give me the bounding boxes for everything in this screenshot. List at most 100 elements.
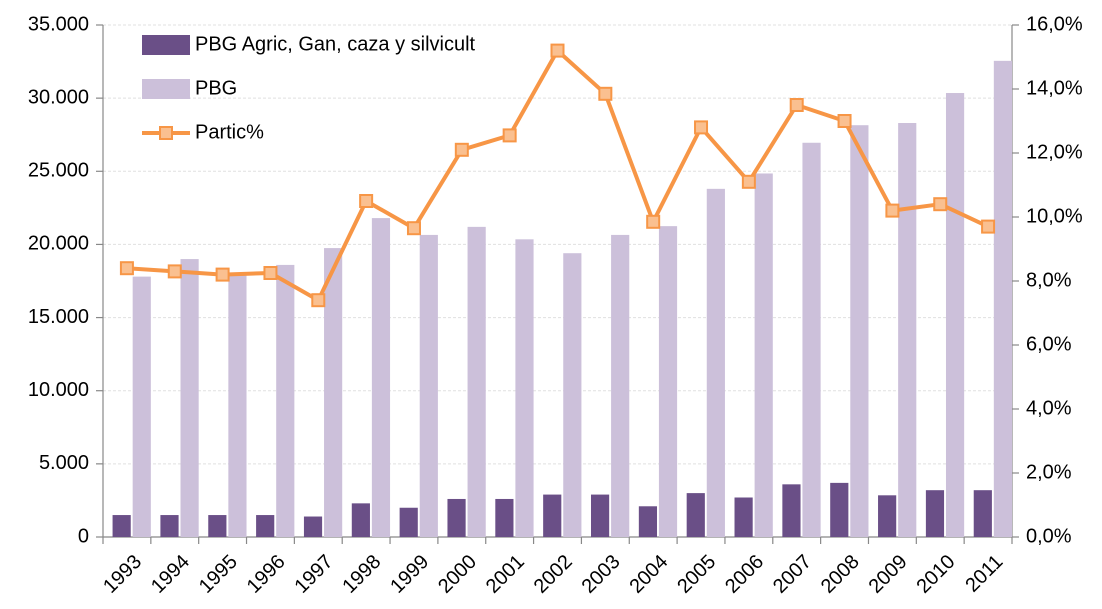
y2-tick-label: 10,0%	[1026, 205, 1083, 227]
bar	[208, 515, 227, 537]
marker	[215, 267, 230, 282]
y-tick-label: 25.000	[28, 160, 89, 182]
bar	[447, 498, 466, 537]
y-tick-label: 0	[78, 525, 89, 547]
marker	[646, 214, 661, 229]
marker	[167, 264, 182, 279]
marker	[406, 221, 421, 236]
x-tick-label: 2007	[769, 551, 816, 598]
marker	[502, 128, 517, 143]
bar	[993, 60, 1012, 538]
legend-label: PBG	[195, 77, 237, 99]
bar	[686, 493, 705, 537]
x-tick-label: 1993	[99, 551, 146, 598]
legend-swatch	[142, 35, 190, 55]
bar	[543, 494, 562, 537]
y2-tick-label: 0,0%	[1026, 525, 1072, 547]
bar	[706, 188, 725, 537]
x-tick-label: 2001	[482, 551, 529, 598]
marker	[885, 203, 900, 218]
bar	[611, 234, 630, 538]
bar	[371, 218, 391, 537]
x-tick-label: 2004	[625, 551, 672, 598]
marker	[359, 194, 374, 208]
marker	[741, 174, 756, 189]
bar	[495, 498, 514, 537]
x-tick-label: 1995	[195, 551, 242, 598]
x-tick-label: 2010	[912, 551, 959, 598]
marker	[837, 114, 852, 128]
marker	[119, 261, 134, 276]
bar	[734, 497, 753, 537]
x-tick-label: 2011	[961, 551, 1007, 597]
y2-tick-label: 16,0%	[1026, 13, 1083, 35]
bar	[515, 239, 534, 537]
bar	[638, 506, 658, 537]
bar	[132, 276, 151, 537]
bar	[802, 142, 821, 537]
bar	[850, 125, 869, 537]
bar	[419, 234, 438, 538]
x-tick-label: 1994	[147, 551, 194, 598]
y2-tick-label: 4,0%	[1026, 397, 1072, 419]
bar	[830, 482, 849, 537]
y2-tick-label: 14,0%	[1026, 77, 1083, 99]
marker	[694, 120, 709, 135]
legend-marker	[159, 126, 173, 140]
bar	[180, 259, 199, 537]
legend-label: Partic%	[195, 121, 264, 143]
y-tick-label: 15.000	[28, 306, 89, 328]
bar	[228, 273, 247, 537]
x-tick-label: 2002	[530, 551, 577, 598]
marker	[550, 43, 565, 58]
y-tick-label: 5.000	[39, 452, 89, 474]
bar	[754, 173, 773, 538]
x-tick-label: 2005	[673, 551, 720, 598]
y2-tick-label: 2,0%	[1026, 461, 1072, 483]
x-tick-label: 2008	[817, 551, 864, 598]
bar	[898, 123, 917, 538]
bar	[256, 515, 275, 537]
bar	[878, 495, 897, 537]
legend-swatch	[142, 79, 190, 99]
x-tick-label: 2000	[434, 551, 481, 598]
y-tick-label: 10.000	[28, 379, 89, 401]
bar	[925, 490, 945, 537]
y2-tick-label: 6,0%	[1026, 333, 1072, 355]
x-tick-label: 1998	[338, 551, 385, 598]
bar	[782, 484, 801, 537]
x-tick-label: 1996	[243, 551, 290, 598]
marker	[263, 266, 278, 280]
bar	[563, 253, 582, 537]
bar	[112, 515, 131, 537]
x-tick-label: 2009	[865, 551, 912, 598]
bar	[945, 93, 965, 537]
legend-label: PBG Agric, Gan, caza y silvicult	[195, 33, 476, 55]
marker	[933, 197, 948, 212]
x-tick-label: 2006	[721, 551, 768, 598]
marker	[311, 293, 326, 308]
y2-tick-label: 12,0%	[1026, 141, 1083, 163]
x-tick-label: 2003	[578, 551, 625, 598]
bar	[160, 515, 179, 537]
bar	[467, 226, 486, 538]
bar	[351, 503, 370, 537]
bar	[399, 507, 418, 537]
bar	[658, 226, 678, 537]
y2-tick-label: 8,0%	[1026, 269, 1072, 291]
bar	[276, 264, 295, 537]
y-tick-label: 35.000	[28, 13, 89, 35]
x-tick-label: 1999	[386, 551, 433, 598]
bar	[303, 516, 323, 537]
bar	[590, 494, 610, 537]
bar	[324, 248, 343, 538]
marker	[454, 142, 469, 157]
marker	[789, 98, 804, 112]
marker	[598, 86, 613, 101]
bar	[973, 490, 992, 537]
x-tick-label: 1997	[291, 551, 338, 598]
y-tick-label: 20.000	[28, 233, 89, 255]
y-tick-label: 30.000	[28, 86, 89, 108]
marker	[981, 219, 996, 234]
